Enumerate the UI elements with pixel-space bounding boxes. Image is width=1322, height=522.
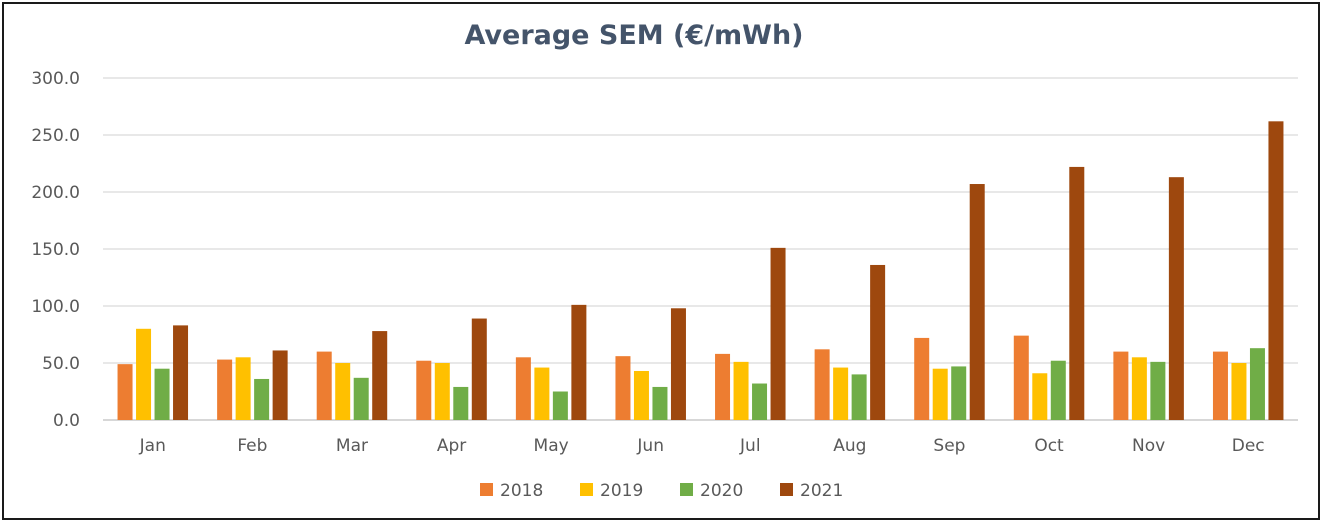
legend-label-2021: 2021: [800, 481, 843, 501]
bar-2018-nov: [1113, 351, 1129, 420]
bar-2020-oct: [1050, 360, 1066, 420]
bar-2020-nov: [1150, 361, 1166, 420]
bar-2021-jan: [173, 325, 189, 420]
bar-2021-mar: [372, 331, 388, 420]
bar-2019-oct: [1032, 373, 1048, 420]
bar-2019-nov: [1131, 357, 1147, 420]
y-tick-label: 200.0: [31, 183, 80, 203]
y-tick-label: 300.0: [31, 69, 80, 89]
bar-2021-feb: [272, 350, 288, 420]
bar-2020-may: [552, 391, 568, 420]
legend-swatch-2018: [480, 483, 493, 496]
bar-2018-aug: [814, 349, 830, 420]
x-tick-label: Jul: [739, 436, 761, 456]
bar-2019-jul: [733, 361, 749, 420]
y-tick-label: 150.0: [31, 240, 80, 260]
bar-2019-jan: [136, 328, 152, 420]
y-tick-label: 50.0: [42, 354, 80, 374]
bar-2018-jan: [117, 364, 133, 420]
bar-2018-may: [515, 357, 531, 420]
x-tick-label: Aug: [833, 436, 866, 456]
bar-2021-apr: [471, 318, 487, 420]
bar-2020-sep: [951, 366, 967, 420]
x-tick-label: Apr: [437, 436, 466, 456]
bar-2021-sep: [969, 184, 985, 420]
bar-2019-feb: [235, 357, 251, 420]
bar-2019-aug: [833, 367, 849, 420]
y-tick-label: 100.0: [31, 297, 80, 317]
bar-2019-mar: [335, 363, 351, 420]
bar-2021-oct: [1069, 166, 1085, 420]
bar-2018-dec: [1212, 351, 1228, 420]
bar-2020-feb: [254, 378, 270, 420]
bar-2021-aug: [870, 264, 886, 420]
bar-2021-jul: [770, 247, 786, 420]
bar-2020-jan: [154, 368, 170, 420]
x-tick-label: Sep: [933, 436, 965, 456]
y-tick-label: 0.0: [53, 411, 80, 431]
bar-2018-sep: [914, 337, 930, 420]
x-tick-label: May: [534, 436, 569, 456]
x-tick-label: Jan: [139, 436, 166, 456]
bar-2020-jul: [752, 383, 768, 420]
bar-2019-jun: [633, 370, 649, 420]
bar-2019-may: [534, 367, 550, 420]
bar-2020-apr: [453, 386, 469, 420]
bar-2019-sep: [932, 368, 948, 420]
bar-2021-nov: [1168, 177, 1184, 420]
gridlines: [103, 77, 1298, 421]
legend-label-2018: 2018: [500, 481, 543, 501]
x-tick-label: Dec: [1232, 436, 1265, 456]
legend-swatch-2021: [780, 483, 793, 496]
bar-2019-apr: [434, 363, 450, 420]
bar-2020-jun: [652, 386, 668, 420]
legend-label-2020: 2020: [700, 481, 743, 501]
bar-2018-feb: [217, 359, 233, 420]
bar-2018-jul: [715, 353, 731, 420]
bar-2020-dec: [1249, 348, 1265, 420]
bar-2021-jun: [670, 308, 686, 420]
bar-2020-aug: [851, 374, 867, 420]
bar-2018-apr: [416, 360, 432, 420]
bar-2021-may: [571, 304, 587, 420]
x-tick-label: Mar: [336, 436, 368, 456]
bar-2020-mar: [353, 377, 369, 420]
x-tick-label: Jun: [636, 436, 664, 456]
y-axis-ticks: 0.0 50.0 100.0 150.0 200.0 250.0 300.0: [31, 69, 80, 431]
x-tick-label: Oct: [1034, 436, 1064, 456]
bar-2019-dec: [1231, 363, 1247, 420]
bar-2021-dec: [1268, 121, 1284, 420]
bars: [117, 121, 1284, 420]
legend-swatch-2019: [580, 483, 593, 496]
bar-2018-jun: [615, 356, 631, 420]
x-tick-label: Feb: [237, 436, 267, 456]
x-axis-ticks: Jan Feb Mar Apr May Jun Jul Aug Sep Oct Nov Dec: [139, 436, 1265, 456]
legend-label-2019: 2019: [600, 481, 643, 501]
x-tick-label: Nov: [1132, 436, 1165, 456]
legend: 2018 2019 2020 2021: [480, 481, 843, 501]
bar-2018-mar: [316, 351, 332, 420]
legend-swatch-2020: [680, 483, 693, 496]
chart-title: Average SEM (€/mWh): [464, 20, 803, 51]
y-tick-label: 250.0: [31, 126, 80, 146]
bar-2018-oct: [1013, 335, 1029, 420]
